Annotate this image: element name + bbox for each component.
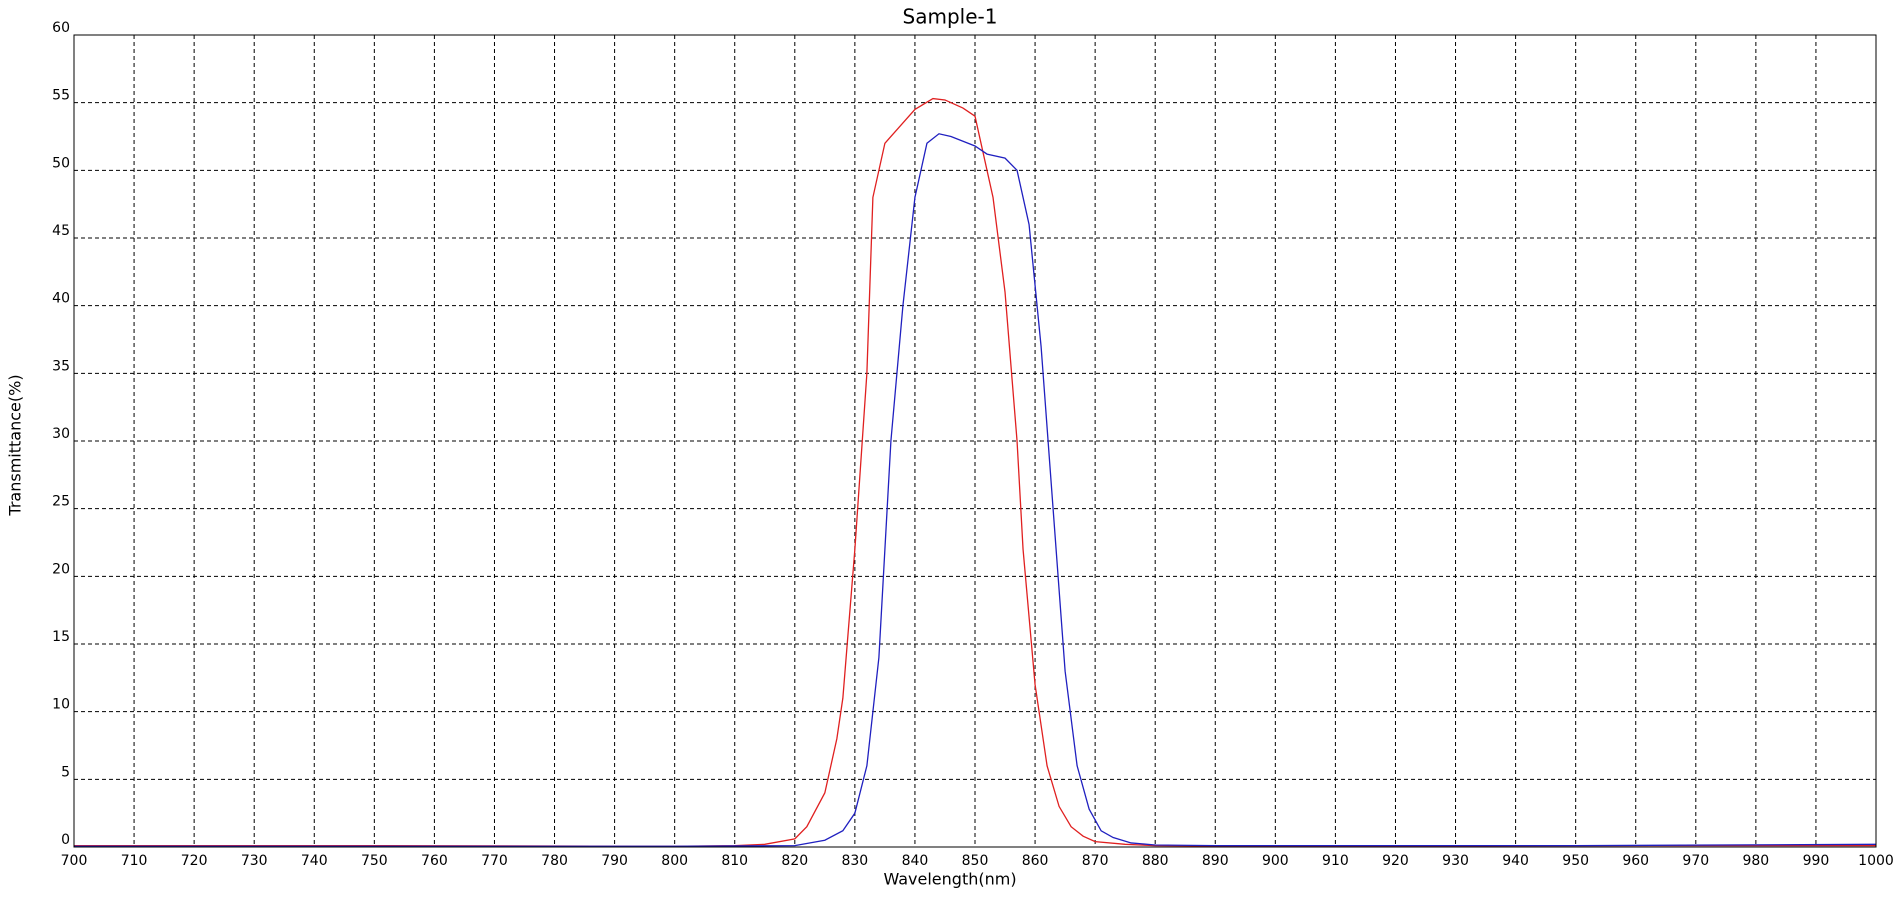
x-tick-label: 770 — [481, 853, 508, 869]
y-tick-label: 55 — [52, 88, 70, 104]
y-tick-label: 25 — [52, 494, 70, 510]
x-tick-label: 710 — [121, 853, 148, 869]
x-tick-label: 750 — [361, 853, 388, 869]
x-tick-label: 950 — [1562, 853, 1589, 869]
y-tick-label: 10 — [52, 697, 70, 713]
x-tick-label: 730 — [241, 853, 268, 869]
chart-title: Sample-1 — [903, 5, 998, 29]
data-line — [74, 133, 1877, 847]
y-tick-label: 15 — [52, 629, 70, 645]
x-tick-label: 980 — [1742, 853, 1769, 869]
x-tick-label: 780 — [541, 853, 568, 869]
x-tick-label: 820 — [781, 853, 808, 869]
plot-frame — [73, 34, 1877, 848]
x-tick-label: 720 — [181, 853, 208, 869]
y-tick-label: 0 — [61, 832, 70, 848]
y-tick-label: 45 — [52, 223, 70, 239]
x-tick-label: 840 — [902, 853, 929, 869]
x-tick-label: 790 — [601, 853, 628, 869]
x-tick-label: 760 — [421, 853, 448, 869]
x-tick-label: 830 — [841, 853, 868, 869]
plot-lines — [74, 97, 1877, 847]
y-tick-label: 50 — [52, 155, 70, 171]
x-tick-label: 940 — [1502, 853, 1529, 869]
y-tick-label: 30 — [52, 426, 70, 442]
x-tick-label: 900 — [1262, 853, 1289, 869]
x-tick-label: 860 — [1022, 853, 1049, 869]
x-tick-label: 870 — [1082, 853, 1109, 869]
x-tick-label: 990 — [1803, 853, 1830, 869]
x-tick-label: 930 — [1442, 853, 1469, 869]
y-tick-label: 20 — [52, 561, 70, 577]
y-tick-label: 5 — [61, 764, 70, 780]
x-tick-label: 810 — [721, 853, 748, 869]
x-tick-label: 1000 — [1858, 853, 1894, 869]
y-tick-label: 40 — [52, 291, 70, 307]
x-tick-label: 800 — [661, 853, 688, 869]
x-tick-label: 700 — [61, 853, 88, 869]
x-tick-label: 880 — [1142, 853, 1169, 869]
y-tick-label: 60 — [52, 20, 70, 36]
x-tick-label: 740 — [301, 853, 328, 869]
x-tick-label: 920 — [1382, 853, 1409, 869]
x-tick-label: 960 — [1622, 853, 1649, 869]
x-tick-label: 890 — [1202, 853, 1229, 869]
x-tick-label: 850 — [962, 853, 989, 869]
x-tick-label: 910 — [1322, 853, 1349, 869]
x-axis-label: Wavelength(nm) — [883, 870, 1016, 889]
x-tick-label: 970 — [1682, 853, 1709, 869]
data-line — [74, 97, 1876, 847]
y-tick-label: 35 — [52, 358, 70, 374]
y-axis-label: Transmittance(%) — [6, 374, 25, 516]
